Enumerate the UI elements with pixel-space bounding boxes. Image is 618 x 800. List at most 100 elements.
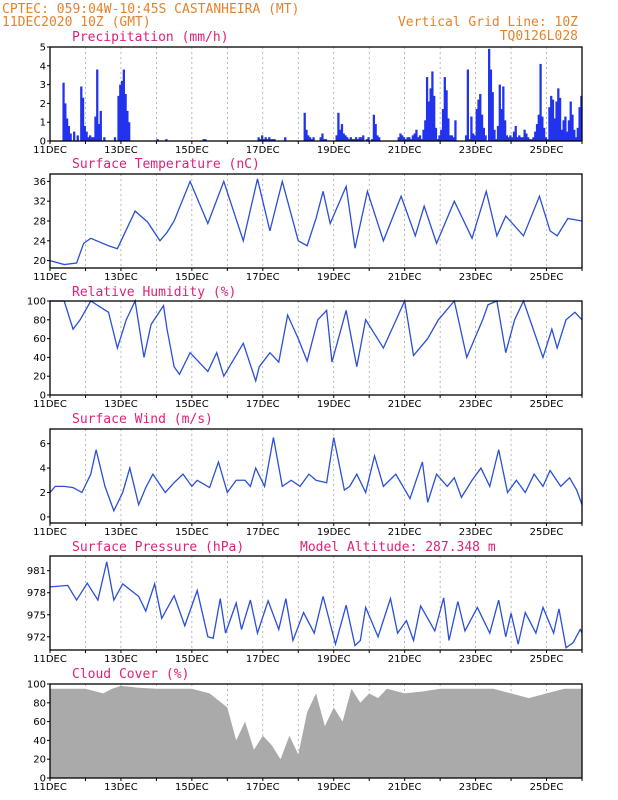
precip-bar: [505, 135, 509, 141]
temp-x-tick-label: 13DEC: [104, 272, 138, 283]
precip-bar: [431, 71, 434, 141]
wind-title: Surface Wind (m/s): [72, 412, 213, 427]
precip-bar: [420, 139, 423, 141]
precip-bar: [261, 135, 264, 141]
rh-x-tick-label: 17DEC: [246, 399, 280, 410]
precip-y-tick-label: 3: [40, 80, 46, 91]
precip-bar: [475, 109, 478, 141]
precip-x-tick-label: 19DEC: [317, 145, 351, 156]
temp-y-tick-label: 36: [33, 177, 46, 188]
precip-bar: [558, 97, 562, 141]
wind-y-tick-label: 0: [40, 512, 46, 523]
rh-y-tick-label: 100: [27, 297, 46, 308]
rh-y-tick-label: 80: [33, 315, 46, 326]
wind-y-tick-label: 2: [40, 488, 46, 499]
precip-bar: [473, 135, 477, 141]
precip-bar: [450, 135, 454, 141]
header-run-time: 11DEC2020 10Z (GMT): [2, 15, 151, 30]
precip-bar: [466, 69, 470, 141]
precip-bar: [447, 118, 450, 141]
precip-bar: [358, 137, 361, 141]
precip-x-tick-label: 13DEC: [104, 145, 138, 156]
precip-x-tick-label: 17DEC: [246, 145, 280, 156]
precip-bar: [516, 137, 519, 141]
precip-bar: [468, 139, 471, 141]
rh-x-tick-label: 11DEC: [33, 399, 67, 410]
precip-bar: [495, 139, 498, 141]
cloud-x-tick-label: 11DEC: [33, 782, 67, 793]
precip-bar: [544, 137, 548, 141]
precip-bar: [271, 139, 274, 141]
precip-bar: [537, 114, 540, 141]
precip-bar: [534, 131, 537, 141]
precip-bar: [310, 139, 313, 141]
precip-bar: [92, 137, 95, 141]
precip-bar: [527, 137, 530, 141]
precip-bar: [76, 135, 79, 141]
precip-bar: [262, 139, 266, 141]
precip-bar: [440, 129, 443, 141]
precip-bar: [126, 110, 129, 141]
precip-bar: [202, 139, 205, 141]
precip-bar: [97, 124, 101, 141]
precip-bar: [303, 112, 306, 141]
precip-bar: [346, 137, 349, 141]
precip-bar: [360, 137, 363, 141]
temp-x-tick-label: 11DEC: [33, 272, 67, 283]
precip-bar: [349, 137, 352, 141]
precip-bar: [424, 120, 427, 141]
precip-bar: [401, 135, 404, 141]
cloud-y-tick-label: 80: [33, 698, 46, 709]
precip-bar: [567, 120, 571, 141]
precip-bar: [165, 139, 168, 141]
wind-x-tick-label: 19DEC: [317, 527, 351, 538]
precip-bar: [90, 137, 94, 141]
cloud-y-tick-label: 40: [33, 736, 46, 747]
temp-y-tick-label: 28: [33, 217, 46, 228]
precip-bar: [259, 139, 262, 141]
pres-x-tick-label: 23DEC: [459, 654, 493, 665]
precip-bar: [67, 125, 71, 141]
precip-bar: [370, 139, 374, 141]
precip-bar: [576, 127, 579, 141]
precip-bar: [342, 133, 345, 141]
precip-bar: [321, 133, 324, 141]
wind-x-tick-label: 21DEC: [388, 527, 422, 538]
precip-bar: [307, 135, 310, 141]
precip-bar: [578, 107, 581, 141]
precipitation-panel: Precipitation (mm/h) 0 1 2 3 4 5 11DEC 13DEC 15D…: [33, 30, 583, 156]
rh-x-tick-label: 21DEC: [388, 399, 422, 410]
precip-bar: [404, 139, 407, 141]
cloud-x-tick-label: 19DEC: [317, 782, 351, 793]
precip-bar: [542, 127, 546, 141]
precip-bar: [528, 139, 532, 141]
wind-panel: Surface Wind (m/s) 0 2 4 6 11DEC 13DEC 15DEC 17…: [33, 412, 583, 538]
precip-bar: [564, 116, 567, 141]
precip-bar: [124, 94, 127, 141]
pres-y-tick-label: 975: [27, 610, 46, 621]
rh-x-tick-label: 19DEC: [317, 399, 351, 410]
precip-bar: [340, 124, 344, 141]
precip-bar: [268, 137, 271, 141]
cloud-y-tick-label: 20: [33, 755, 46, 766]
precip-bar: [477, 99, 480, 141]
precip-bar: [511, 137, 514, 141]
precip-bar: [546, 139, 549, 141]
precip-y-tick-label: 1: [40, 118, 46, 129]
precip-bar: [99, 110, 102, 141]
precip-bar: [452, 137, 455, 141]
precip-frame: [49, 46, 583, 142]
precip-bar: [489, 69, 493, 141]
precip-bar: [81, 97, 85, 141]
precip-bar: [521, 137, 524, 141]
precip-bar: [555, 101, 558, 141]
precip-bar: [319, 137, 322, 141]
precip-bar: [550, 95, 553, 141]
precip-bar: [498, 84, 501, 141]
precip-bar: [493, 129, 496, 141]
precip-bar: [406, 137, 409, 141]
precip-bar: [308, 137, 312, 141]
wind-y-tick-label: 4: [40, 464, 46, 475]
precip-bar: [422, 129, 425, 141]
